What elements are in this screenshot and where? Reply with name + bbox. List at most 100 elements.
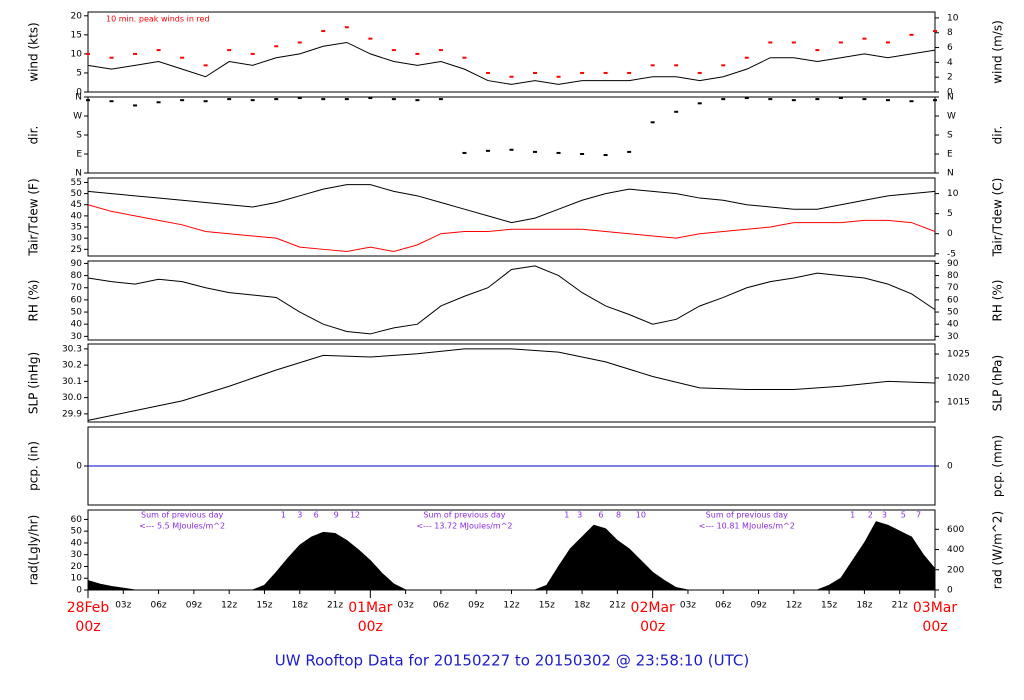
y-tick-label: 45 <box>71 200 82 210</box>
y-tick-label: 10 <box>71 49 83 59</box>
data-point <box>462 56 467 59</box>
x-date-sublabel: 00z <box>922 619 947 635</box>
data-point <box>133 52 138 55</box>
data-point <box>744 97 749 100</box>
x-date-sublabel: 00z <box>358 619 383 635</box>
y2-tick-label: 2 <box>947 73 953 83</box>
data-point <box>133 104 138 107</box>
y-tick-label: 50 <box>71 308 83 318</box>
x-tick-label: 21z <box>892 601 908 611</box>
y-tick-label: 29.9 <box>62 409 82 419</box>
line <box>87 348 936 421</box>
data-point <box>250 99 255 102</box>
hour-mark: 1 <box>564 511 569 520</box>
hour-mark: 9 <box>334 511 339 520</box>
data-point <box>650 64 655 67</box>
day-sum-note: <--- 10.81 MJoules/m^2 <box>699 522 795 531</box>
data-point <box>603 71 608 74</box>
x-date-sublabel: 00z <box>75 619 100 635</box>
y2-tick-label: 60 <box>947 295 959 305</box>
hour-mark: 6 <box>598 511 603 520</box>
x-tick-label: 06z <box>433 601 449 611</box>
data-point <box>838 97 843 100</box>
data-point <box>321 98 326 101</box>
day-sum-label: Sum of previous day <box>141 511 223 520</box>
y2-tick-label: 70 <box>947 283 959 293</box>
y-tick-label: W <box>73 112 82 122</box>
y-tick-label: 5 <box>76 68 82 78</box>
data-point <box>438 49 443 52</box>
y2-tick-label: 0 <box>947 586 953 596</box>
y-tick-label: S <box>76 131 82 141</box>
data-point <box>933 99 937 102</box>
data-point <box>438 98 443 101</box>
data-point <box>203 64 208 67</box>
data-point <box>838 41 843 44</box>
x-tick-label: 15z <box>821 601 837 611</box>
data-point <box>697 71 702 74</box>
y-tick-label: 0 <box>76 462 82 472</box>
annotation: 10 min. peak winds in red <box>106 15 210 24</box>
data-point <box>391 49 396 52</box>
hour-mark: 3 <box>577 511 582 520</box>
y2-tick-label: W <box>947 112 956 122</box>
y2-tick-label: 600 <box>947 525 964 535</box>
x-tick-label: 09z <box>468 601 484 611</box>
data-point <box>744 56 749 59</box>
panel-frame <box>87 11 936 93</box>
data-point <box>697 102 702 105</box>
x-tick-label: 09z <box>750 601 766 611</box>
x-tick-label: 18z <box>574 601 590 611</box>
y2-axis-label: rad (W/m^2) <box>991 511 1005 589</box>
hour-mark: 6 <box>314 511 319 520</box>
y-tick-label: 20 <box>71 11 83 21</box>
y2-tick-label: N <box>947 93 954 103</box>
y-tick-label: N <box>75 169 82 179</box>
y-tick-label: 35 <box>71 223 82 233</box>
y-tick-label: 15 <box>71 30 82 40</box>
y2-tick-label: 6 <box>947 43 953 53</box>
hour-mark: 7 <box>916 511 921 520</box>
y-tick-label: 30 <box>71 550 83 560</box>
y-tick-label: E <box>76 150 82 160</box>
data-point <box>321 30 326 33</box>
data-point <box>909 100 914 103</box>
data-point <box>391 98 396 101</box>
hour-mark: 3 <box>882 511 887 520</box>
y-axis-label: Tair/Tdew (F) <box>27 178 41 256</box>
x-tick-label: 03z <box>398 601 414 611</box>
data-point <box>109 56 114 59</box>
y2-tick-label: 0 <box>947 229 953 239</box>
y2-tick-label: E <box>947 150 953 160</box>
data-point <box>580 71 585 74</box>
x-date-sublabel: 00z <box>640 619 665 635</box>
data-point <box>791 41 796 44</box>
y-tick-label: 50 <box>71 527 83 537</box>
y-tick-label: 10 <box>71 574 83 584</box>
y-tick-label: 0 <box>76 88 82 98</box>
y-tick-label: 30 <box>71 234 83 244</box>
x-tick-label: 18z <box>856 601 872 611</box>
y2-tick-label: 1020 <box>947 373 970 383</box>
data-point <box>274 45 279 48</box>
y-tick-label: 25 <box>71 245 82 255</box>
data-point <box>227 98 232 101</box>
data-point <box>509 148 514 151</box>
y2-tick-label: 5 <box>947 209 953 219</box>
y2-tick-label: 1025 <box>947 350 970 360</box>
hour-mark: 3 <box>297 511 302 520</box>
data-point <box>344 98 349 101</box>
y-axis-label: SLP (inHg) <box>27 352 41 414</box>
y-tick-label: 40 <box>71 211 83 221</box>
y-axis-label: dir. <box>27 126 41 145</box>
data-point <box>86 99 90 102</box>
day-sum-note: <--- 13.72 MJoules/m^2 <box>416 522 512 531</box>
y2-tick-label: 0 <box>947 462 953 472</box>
data-point <box>415 52 420 55</box>
data-point <box>415 99 420 102</box>
data-point <box>556 151 561 154</box>
x-date-label: 28Feb <box>67 600 110 616</box>
x-tick-label: 15z <box>256 601 272 611</box>
